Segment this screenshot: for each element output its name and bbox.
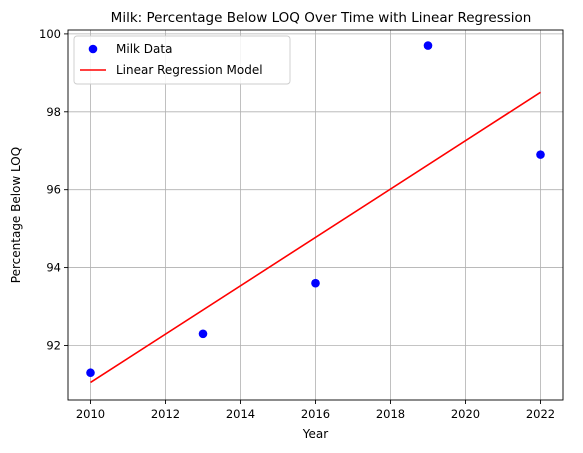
grid — [68, 30, 563, 400]
x-tick-label: 2010 — [76, 407, 105, 421]
x-tick-label: 2016 — [301, 407, 330, 421]
legend-label: Linear Regression Model — [116, 63, 263, 77]
x-tick-label: 2020 — [451, 407, 480, 421]
legend-marker-swatch — [89, 45, 98, 54]
y-tick-label: 100 — [39, 27, 61, 41]
x-tick-label: 2014 — [226, 407, 255, 421]
chart-title: Milk: Percentage Below LOQ Over Time wit… — [111, 10, 532, 26]
y-tick-label: 96 — [46, 183, 61, 197]
axis-ticks: 2010 2012 2014 2016 2018 2020 2022 92 94 96 98 100 — [39, 27, 555, 421]
x-tick-label: 2018 — [376, 407, 405, 421]
x-tick-label: 2012 — [151, 407, 180, 421]
data-point — [311, 279, 320, 288]
x-axis-label: Year — [302, 427, 328, 441]
y-axis-label: Percentage Below LOQ — [9, 147, 23, 283]
y-tick-label: 92 — [46, 338, 61, 352]
data-point — [199, 329, 208, 338]
data-point — [424, 41, 433, 50]
legend: Milk Data Linear Regression Model — [74, 36, 290, 84]
data-point — [86, 368, 95, 377]
y-tick-label: 94 — [46, 261, 61, 275]
legend-label: Milk Data — [116, 42, 172, 56]
x-tick-label: 2022 — [526, 407, 555, 421]
y-tick-label: 98 — [46, 105, 61, 119]
data-point — [536, 150, 545, 159]
